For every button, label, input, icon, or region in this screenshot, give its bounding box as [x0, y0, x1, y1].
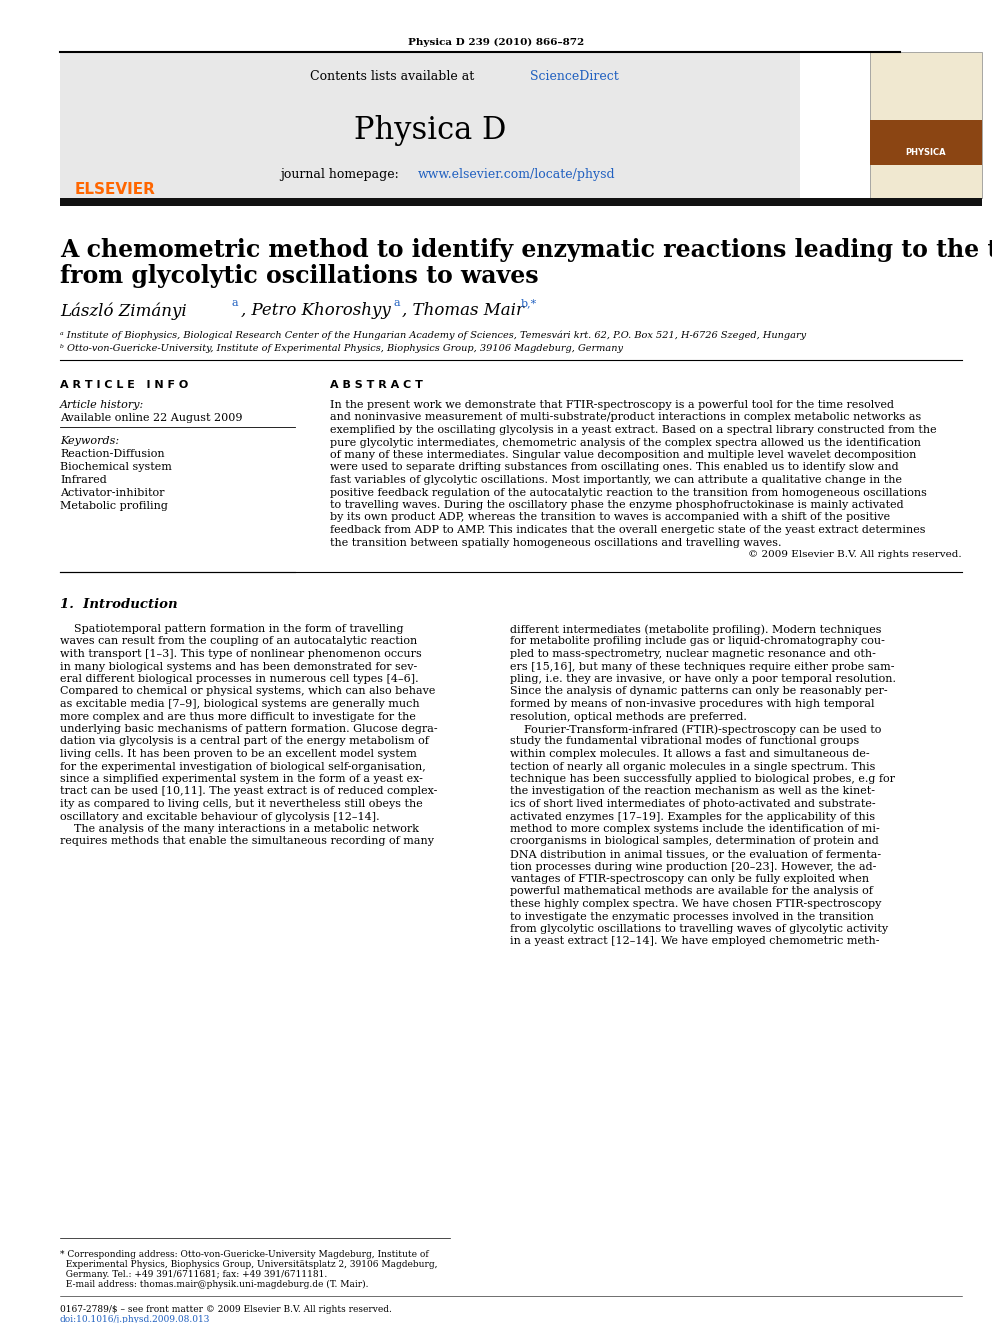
Text: Since the analysis of dynamic patterns can only be reasonably per-: Since the analysis of dynamic patterns c…	[510, 687, 888, 696]
Text: ᵃ Institute of Biophysics, Biological Research Center of the Hungarian Academy o: ᵃ Institute of Biophysics, Biological Re…	[60, 329, 806, 340]
Text: a: a	[232, 298, 239, 308]
Text: these highly complex spectra. We have chosen FTIR-spectroscopy: these highly complex spectra. We have ch…	[510, 900, 881, 909]
Text: Germany. Tel.: +49 391/6711681; fax: +49 391/6711181.: Germany. Tel.: +49 391/6711681; fax: +49…	[60, 1270, 327, 1279]
Text: as excitable media [7–9], biological systems are generally much: as excitable media [7–9], biological sys…	[60, 699, 420, 709]
Text: technique has been successfully applied to biological probes, e.g for: technique has been successfully applied …	[510, 774, 895, 785]
Text: In the present work we demonstrate that FTIR-spectroscopy is a powerful tool for: In the present work we demonstrate that …	[330, 400, 894, 410]
Text: Contents lists available at: Contents lists available at	[310, 70, 478, 83]
Text: from glycolytic oscillations to travelling waves of glycolytic activity: from glycolytic oscillations to travelli…	[510, 923, 888, 934]
Text: Experimental Physics, Biophysics Group, Universitätsplatz 2, 39106 Magdeburg,: Experimental Physics, Biophysics Group, …	[60, 1259, 437, 1269]
Text: to travelling waves. During the oscillatory phase the enzyme phosphofructokinase: to travelling waves. During the oscillat…	[330, 500, 904, 509]
Text: and noninvasive measurement of multi-substrate/product interactions in complex m: and noninvasive measurement of multi-sub…	[330, 413, 922, 422]
Text: PHYSICA: PHYSICA	[906, 148, 946, 157]
Text: Infrared: Infrared	[60, 475, 107, 486]
Text: , Thomas Mair: , Thomas Mair	[402, 302, 524, 319]
Text: positive feedback regulation of the autocatalytic reaction to the transition fro: positive feedback regulation of the auto…	[330, 487, 927, 497]
Text: Biochemical system: Biochemical system	[60, 462, 172, 472]
Text: living cells. It has been proven to be an excellent model system: living cells. It has been proven to be a…	[60, 749, 417, 759]
Text: DNA distribution in animal tissues, or the evaluation of fermenta-: DNA distribution in animal tissues, or t…	[510, 849, 881, 859]
Text: resolution, optical methods are preferred.: resolution, optical methods are preferre…	[510, 712, 747, 721]
Text: 1.  Introduction: 1. Introduction	[60, 598, 178, 611]
Text: more complex and are thus more difficult to investigate for the: more complex and are thus more difficult…	[60, 712, 416, 721]
Text: vantages of FTIR-spectroscopy can only be fully exploited when: vantages of FTIR-spectroscopy can only b…	[510, 875, 869, 884]
Text: Available online 22 August 2009: Available online 22 August 2009	[60, 413, 242, 423]
Text: pled to mass-spectrometry, nuclear magnetic resonance and oth-: pled to mass-spectrometry, nuclear magne…	[510, 650, 876, 659]
Text: Keywords:: Keywords:	[60, 437, 119, 446]
Text: powerful mathematical methods are available for the analysis of: powerful mathematical methods are availa…	[510, 886, 873, 897]
Text: A B S T R A C T: A B S T R A C T	[330, 380, 423, 390]
Text: for metabolite profiling include gas or liquid-chromatography cou-: for metabolite profiling include gas or …	[510, 636, 885, 647]
Text: pling, i.e. they are invasive, or have only a poor temporal resolution.: pling, i.e. they are invasive, or have o…	[510, 673, 896, 684]
Text: ers [15,16], but many of these techniques require either probe sam-: ers [15,16], but many of these technique…	[510, 662, 895, 672]
Text: E-mail address: thomas.mair@physik.uni-magdeburg.de (T. Mair).: E-mail address: thomas.mair@physik.uni-m…	[60, 1279, 368, 1289]
Text: tract can be used [10,11]. The yeast extract is of reduced complex-: tract can be used [10,11]. The yeast ext…	[60, 786, 437, 796]
Text: Compared to chemical or physical systems, which can also behave: Compared to chemical or physical systems…	[60, 687, 435, 696]
Text: to investigate the enzymatic processes involved in the transition: to investigate the enzymatic processes i…	[510, 912, 874, 922]
Text: www.elsevier.com/locate/physd: www.elsevier.com/locate/physd	[418, 168, 616, 181]
Text: waves can result from the coupling of an autocatalytic reaction: waves can result from the coupling of an…	[60, 636, 418, 647]
Text: underlying basic mechanisms of pattern formation. Glucose degra-: underlying basic mechanisms of pattern f…	[60, 724, 437, 734]
Text: * Corresponding address: Otto-von-Guericke-University Magdeburg, Institute of: * Corresponding address: Otto-von-Gueric…	[60, 1250, 429, 1259]
Text: the transition between spatially homogeneous oscillations and travelling waves.: the transition between spatially homogen…	[330, 537, 782, 548]
Text: Spatiotemporal pattern formation in the form of travelling: Spatiotemporal pattern formation in the …	[60, 624, 404, 634]
Text: activated enzymes [17–19]. Examples for the applicability of this: activated enzymes [17–19]. Examples for …	[510, 811, 875, 822]
Text: ics of short lived intermediates of photo-activated and substrate-: ics of short lived intermediates of phot…	[510, 799, 876, 808]
Text: in a yeast extract [12–14]. We have employed chemometric meth-: in a yeast extract [12–14]. We have empl…	[510, 937, 880, 946]
FancyBboxPatch shape	[870, 120, 982, 165]
Text: eral different biological processes in numerous cell types [4–6].: eral different biological processes in n…	[60, 673, 419, 684]
Text: pure glycolytic intermediates, chemometric analysis of the complex spectra allow: pure glycolytic intermediates, chemometr…	[330, 438, 921, 447]
Text: croorganisms in biological samples, determination of protein and: croorganisms in biological samples, dete…	[510, 836, 879, 847]
Text: Physica D: Physica D	[354, 115, 506, 146]
Text: ᵇ Otto-von-Guericke-University, Institute of Experimental Physics, Biophysics Gr: ᵇ Otto-von-Guericke-University, Institut…	[60, 344, 623, 353]
Text: tection of nearly all organic molecules in a single spectrum. This: tection of nearly all organic molecules …	[510, 762, 875, 771]
Text: ity as compared to living cells, but it nevertheless still obeys the: ity as compared to living cells, but it …	[60, 799, 423, 808]
Text: 0167-2789/$ – see front matter © 2009 Elsevier B.V. All rights reserved.: 0167-2789/$ – see front matter © 2009 El…	[60, 1304, 392, 1314]
Text: Metabolic profiling: Metabolic profiling	[60, 501, 168, 511]
Text: in many biological systems and has been demonstrated for sev-: in many biological systems and has been …	[60, 662, 418, 672]
Text: different intermediates (metabolite profiling). Modern techniques: different intermediates (metabolite prof…	[510, 624, 882, 635]
Text: for the experimental investigation of biological self-organisation,: for the experimental investigation of bi…	[60, 762, 426, 771]
Text: ScienceDirect: ScienceDirect	[530, 70, 619, 83]
FancyBboxPatch shape	[60, 198, 982, 206]
Text: Physica D 239 (2010) 866–872: Physica D 239 (2010) 866–872	[408, 38, 584, 48]
Text: with transport [1–3]. This type of nonlinear phenomenon occurs: with transport [1–3]. This type of nonli…	[60, 650, 422, 659]
Text: , Petro Khoroshyy: , Petro Khoroshyy	[241, 302, 391, 319]
Text: of many of these intermediates. Singular value decomposition and multiple level : of many of these intermediates. Singular…	[330, 450, 917, 460]
Text: method to more complex systems include the identification of mi-: method to more complex systems include t…	[510, 824, 880, 833]
Text: Fourier-Transform-infrared (FTIR)-spectroscopy can be used to: Fourier-Transform-infrared (FTIR)-spectr…	[510, 724, 881, 734]
FancyBboxPatch shape	[60, 52, 800, 198]
Text: A R T I C L E   I N F O: A R T I C L E I N F O	[60, 380, 188, 390]
Text: within complex molecules. It allows a fast and simultaneous de-: within complex molecules. It allows a fa…	[510, 749, 870, 759]
Text: doi:10.1016/j.physd.2009.08.013: doi:10.1016/j.physd.2009.08.013	[60, 1315, 210, 1323]
Text: journal homepage:: journal homepage:	[280, 168, 403, 181]
Text: tion processes during wine production [20–23]. However, the ad-: tion processes during wine production [2…	[510, 861, 876, 872]
Text: the investigation of the reaction mechanism as well as the kinet-: the investigation of the reaction mechan…	[510, 786, 875, 796]
Text: feedback from ADP to AMP. This indicates that the overall energetic state of the: feedback from ADP to AMP. This indicates…	[330, 525, 926, 534]
Text: The analysis of the many interactions in a metabolic network: The analysis of the many interactions in…	[60, 824, 419, 833]
Text: László Zimányi: László Zimányi	[60, 302, 186, 319]
Text: since a simplified experimental system in the form of a yeast ex-: since a simplified experimental system i…	[60, 774, 423, 785]
Text: Reaction-Diffusion: Reaction-Diffusion	[60, 448, 165, 459]
Text: oscillatory and excitable behaviour of glycolysis [12–14].: oscillatory and excitable behaviour of g…	[60, 811, 380, 822]
Text: Activator-inhibitor: Activator-inhibitor	[60, 488, 165, 497]
Text: Article history:: Article history:	[60, 400, 144, 410]
Text: © 2009 Elsevier B.V. All rights reserved.: © 2009 Elsevier B.V. All rights reserved…	[748, 550, 962, 560]
Text: fast variables of glycolytic oscillations. Most importantly, we can attribute a : fast variables of glycolytic oscillation…	[330, 475, 902, 486]
Text: were used to separate drifting substances from oscillating ones. This enabled us: were used to separate drifting substance…	[330, 463, 899, 472]
Text: requires methods that enable the simultaneous recording of many: requires methods that enable the simulta…	[60, 836, 434, 847]
Text: b,*: b,*	[521, 298, 538, 308]
Text: by its own product ADP, whereas the transition to waves is accompanied with a sh: by its own product ADP, whereas the tran…	[330, 512, 890, 523]
Text: a: a	[393, 298, 400, 308]
Text: dation via glycolysis is a central part of the energy metabolism of: dation via glycolysis is a central part …	[60, 737, 429, 746]
Text: formed by means of non-invasive procedures with high temporal: formed by means of non-invasive procedur…	[510, 699, 875, 709]
Text: from glycolytic oscillations to waves: from glycolytic oscillations to waves	[60, 265, 539, 288]
Text: exemplified by the oscillating glycolysis in a yeast extract. Based on a spectra: exemplified by the oscillating glycolysi…	[330, 425, 936, 435]
Text: study the fundamental vibrational modes of functional groups: study the fundamental vibrational modes …	[510, 737, 859, 746]
Text: ELSEVIER: ELSEVIER	[75, 183, 156, 197]
Text: A chemometric method to identify enzymatic reactions leading to the transition: A chemometric method to identify enzymat…	[60, 238, 992, 262]
FancyBboxPatch shape	[870, 52, 982, 198]
